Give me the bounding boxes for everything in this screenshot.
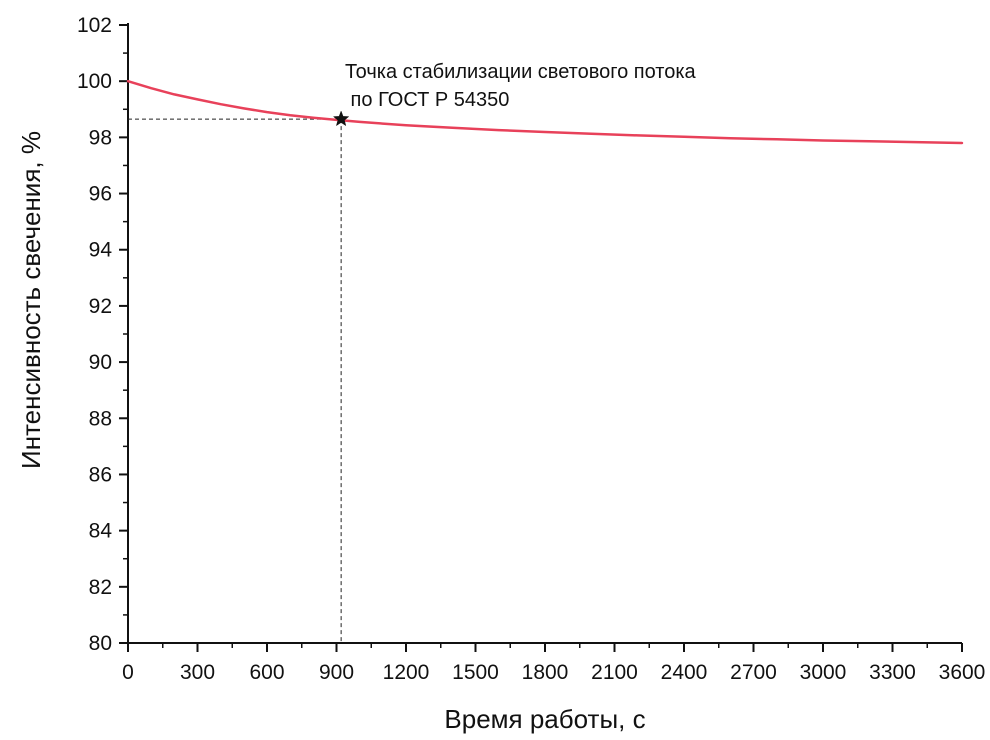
annotation-layer xyxy=(332,110,350,127)
x-tick-label: 600 xyxy=(249,661,284,684)
y-tick-label: 92 xyxy=(89,295,112,318)
y-tick-label: 102 xyxy=(77,14,112,37)
x-tick-label: 2100 xyxy=(591,661,638,684)
series-line-0 xyxy=(126,79,964,145)
y-tick-label: 80 xyxy=(89,632,112,655)
y-tick-label: 94 xyxy=(89,239,113,262)
y-tick-label: 90 xyxy=(89,351,112,374)
x-tick-label: 3600 xyxy=(939,661,986,684)
y-tick-label: 88 xyxy=(89,407,112,430)
y-tick-label: 98 xyxy=(89,126,112,149)
x-tick-label: 0 xyxy=(122,661,134,684)
x-tick-label: 1500 xyxy=(452,661,499,684)
x-tick-label: 2400 xyxy=(661,661,708,684)
stabilization-point-star-marker xyxy=(332,110,350,127)
y-tick-label: 100 xyxy=(77,70,112,93)
y-tick-label: 96 xyxy=(89,183,112,206)
x-tick-label: 900 xyxy=(319,661,354,684)
axes-layer: 80 82 84 86 88 90 92 94 96 98 100 102 0 300 600 900 1200… xyxy=(77,14,985,684)
y-tick-label: 84 xyxy=(89,520,113,543)
annotation-text-line1: Точка стабилизации светового потока xyxy=(345,61,697,83)
y-axis-title: Интенсивность свечения, % xyxy=(16,131,46,469)
x-tick-label: 3000 xyxy=(800,661,847,684)
x-tick-label: 3300 xyxy=(869,661,916,684)
x-tick-label: 1800 xyxy=(522,661,569,684)
reference-lines xyxy=(128,118,342,643)
text-layer: Время работы, с Интенсивность свечения, … xyxy=(16,61,697,734)
annotation-text-line2: по ГОСТ Р 54350 xyxy=(345,89,509,111)
x-tick-label: 1200 xyxy=(383,661,430,684)
series-layer xyxy=(126,79,964,145)
x-axis-title: Время работы, с xyxy=(444,704,645,734)
y-tick-label: 86 xyxy=(89,463,112,486)
x-tick-label: 300 xyxy=(180,661,215,684)
y-tick-label: 82 xyxy=(89,576,112,599)
x-tick-label: 2700 xyxy=(730,661,777,684)
